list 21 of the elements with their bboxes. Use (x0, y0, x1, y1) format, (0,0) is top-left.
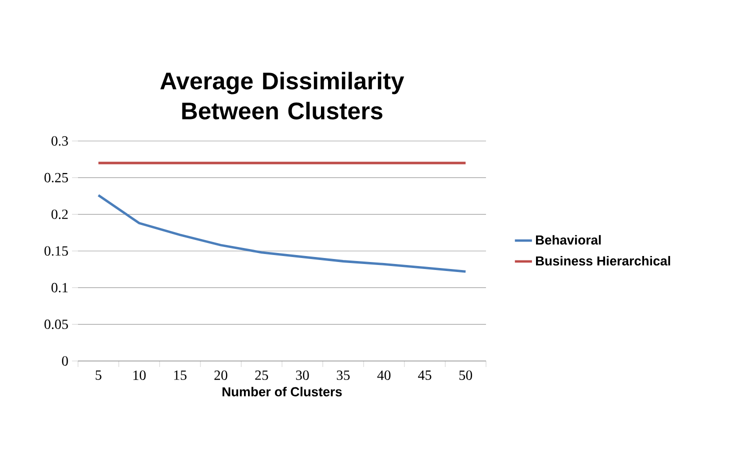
y-tick-label: 0.15 (44, 246, 68, 256)
x-tick-label: 50 (459, 370, 472, 380)
x-tick-label: 15 (174, 370, 186, 380)
x-tick-label: 5 (96, 370, 102, 380)
y-tick-label: 0 (62, 356, 68, 366)
x-tick-label: 40 (377, 370, 390, 380)
y-tick-label: 0.25 (44, 172, 68, 182)
legend-label: Business Hierarchical (536, 256, 670, 266)
y-tick-label: 0.1 (52, 282, 68, 292)
legend-label: Behavioral (536, 235, 601, 245)
x-tick-label: 20 (214, 370, 228, 380)
x-tick-label: 45 (418, 370, 432, 380)
x-tick-label: 25 (255, 370, 268, 380)
chart-title: Average Dissimilarity Between Clusters (160, 72, 404, 120)
y-tick-label: 0.3 (52, 136, 68, 146)
x-tick-label: 30 (296, 370, 309, 380)
x-tick-label: 10 (133, 370, 146, 380)
x-tick-label: 35 (336, 370, 350, 380)
y-tick-label: 0.2 (52, 210, 68, 220)
y-tick-label: 0.05 (44, 320, 68, 330)
x-axis-title: Number of Clusters (222, 386, 342, 396)
